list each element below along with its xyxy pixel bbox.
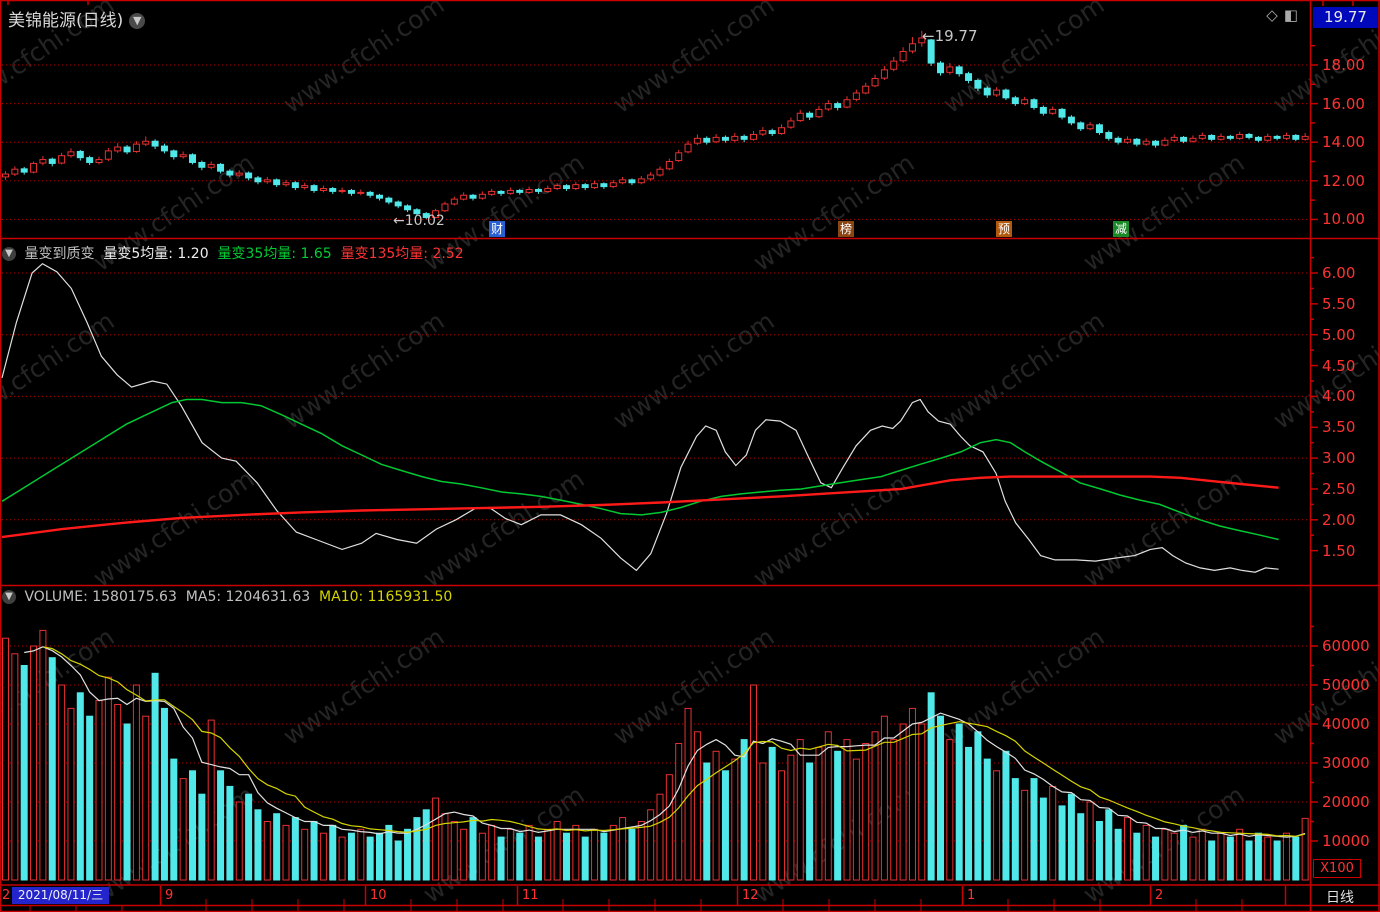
title-bar: 美锦能源(日线) ▼ (8, 6, 146, 31)
indicator-legend-slow: 量变135均量: 2.52 (340, 246, 464, 262)
timeline-month-label: 12 (742, 888, 759, 903)
volume-bars-layer (2, 629, 1309, 881)
indicator-name: 量变到质变 (24, 246, 95, 262)
diamond-icon[interactable]: ◇ (1266, 6, 1284, 24)
timeline-month-label: 2 (1155, 888, 1164, 903)
price-axis-tick: 16.00 (1322, 94, 1365, 113)
indicator-axis-tick: 5.00 (1322, 325, 1356, 344)
volume-axis-tick: 20000 (1322, 793, 1370, 811)
timeline-month-label: 10 (370, 888, 387, 903)
indicator-axis-tick: 5.50 (1322, 294, 1356, 313)
volume-legend: VOLUME: 1580175.63 (24, 589, 177, 605)
selected-date-box[interactable]: 2021/08/11/三 (12, 887, 109, 904)
timeline-month-label: 11 (522, 888, 539, 903)
volume-ma10-legend: MA10: 1165931.50 (319, 589, 453, 605)
indicator-header: ▼ 量变到质变 量变5均量: 1.20 量变35均量: 1.65 量变135均量… (2, 243, 464, 263)
low-annotation: ←10.02 (393, 213, 445, 229)
indicator-legend-mid: 量变35均量: 1.65 (217, 246, 332, 262)
indicator-line-2 (1, 475, 1279, 539)
event-badge[interactable]: 减 (1113, 221, 1129, 237)
indicator-line-1 (1, 398, 1279, 541)
volume-ma5-legend: MA5: 1204631.63 (185, 589, 311, 605)
volume-axis-tick: 30000 (1322, 754, 1370, 772)
collapse-icon[interactable]: ▼ (2, 590, 16, 604)
indicator-axis-tick: 2.50 (1322, 479, 1356, 498)
indicator-legend-fast: 量变5均量: 1.20 (103, 246, 209, 262)
candles-layer (2, 30, 1309, 220)
event-badge[interactable]: 预 (996, 221, 1012, 237)
chevron-down-icon[interactable]: ▼ (129, 13, 146, 29)
volume-axis-tick: 60000 (1322, 637, 1370, 655)
indicator-axis-tick: 3.50 (1322, 418, 1356, 437)
event-badge[interactable]: 榜 (838, 221, 854, 237)
price-axis-tick: 10.00 (1322, 210, 1365, 229)
price-axis-tick: 18.00 (1322, 56, 1365, 74)
indicator-axis-tick: 4.50 (1322, 356, 1356, 375)
high-annotation: ←19.77 (922, 27, 978, 45)
volume-axis-tick: 10000 (1322, 832, 1370, 850)
timeline-month-label: 1 (967, 888, 976, 903)
event-badge[interactable]: 财 (489, 221, 505, 237)
timeline-partial-label: 2 (2, 888, 11, 903)
page-title: 美锦能源(日线) (8, 11, 124, 31)
indicator-axis-tick: 2.00 (1322, 510, 1356, 529)
volume-unit-label: X100 (1313, 859, 1361, 878)
timeline-month-label: 9 (165, 888, 174, 903)
indicator-axis-tick: 4.00 (1322, 387, 1356, 406)
indicator-axis-tick: 6.00 (1322, 264, 1356, 282)
collapse-icon[interactable]: ▼ (2, 247, 16, 261)
price-axis-tick: 12.00 (1322, 171, 1365, 190)
topbar-icons: ◇◧ (1266, 6, 1304, 24)
panel-layout-icon[interactable]: ◧ (1283, 6, 1304, 24)
indicator-axis-tick: 1.50 (1322, 541, 1356, 560)
volume-axis-tick: 50000 (1322, 676, 1370, 694)
price-axis-tick: 14.00 (1322, 133, 1365, 152)
indicator-line-0 (1, 262, 1279, 573)
period-label[interactable]: 日线 (1326, 890, 1354, 906)
volume-header: ▼ VOLUME: 1580175.63 MA5: 1204631.63 MA1… (2, 589, 452, 605)
volume-axis-tick: 40000 (1322, 715, 1370, 733)
latest-price-box: 19.77 (1313, 7, 1378, 28)
indicator-axis-tick: 3.00 (1322, 449, 1356, 468)
